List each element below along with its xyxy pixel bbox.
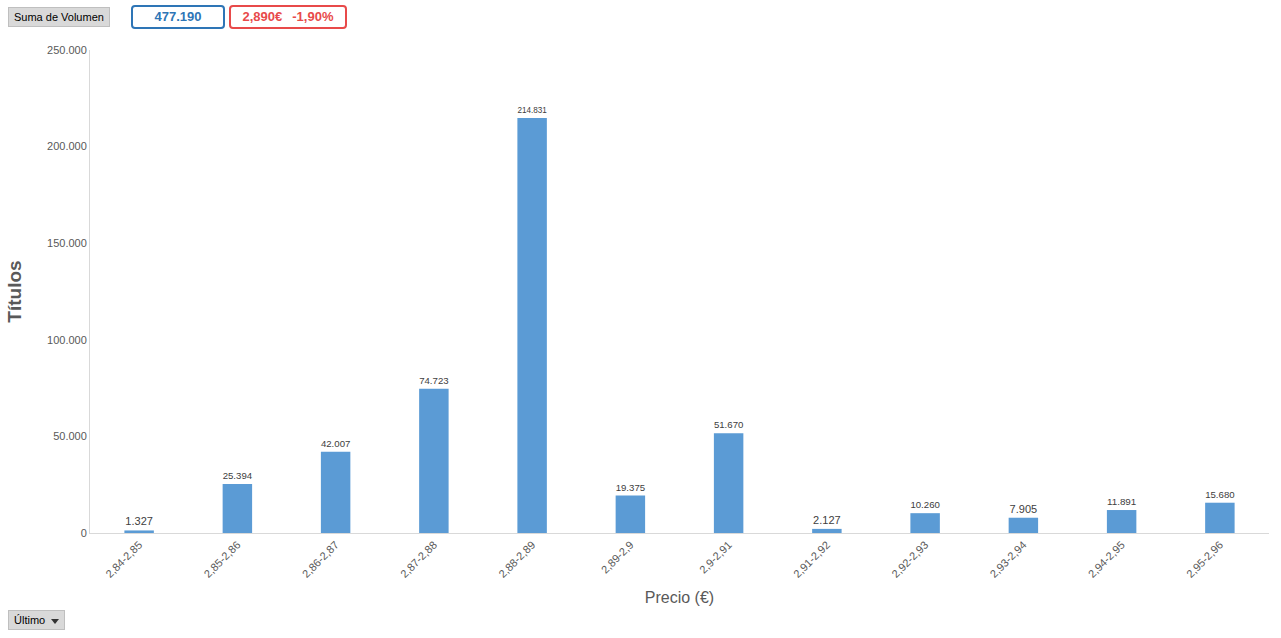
svg-text:2,9-2,91: 2,9-2,91 — [697, 539, 734, 576]
svg-text:2,95-2,96: 2,95-2,96 — [1184, 539, 1225, 580]
html-text:Último: Último — [14, 614, 46, 626]
svg-text:11.891: 11.891 — [1107, 496, 1136, 507]
svg-text:200.000: 200.000 — [47, 140, 87, 152]
svg-text:2,86-2,87: 2,86-2,87 — [300, 539, 341, 580]
svg-text:250.000: 250.000 — [47, 44, 87, 56]
svg-text:100.000: 100.000 — [47, 334, 87, 346]
svg-text:10.260: 10.260 — [910, 499, 939, 510]
svg-text:Títulos: Títulos — [4, 260, 25, 322]
html-text:2,890€: 2,890€ — [242, 9, 283, 24]
svg-text:7.905: 7.905 — [1010, 503, 1038, 515]
svg-text:19.375: 19.375 — [616, 482, 645, 493]
svg-text:150.000: 150.000 — [47, 237, 87, 249]
svg-text:74.723: 74.723 — [419, 375, 448, 386]
html-text:Suma de Volumen: Suma de Volumen — [14, 11, 104, 23]
svg-text:51.670: 51.670 — [714, 419, 743, 430]
svg-text:25.394: 25.394 — [223, 470, 253, 481]
svg-text:2.127: 2.127 — [813, 514, 841, 526]
svg-text:214.831: 214.831 — [517, 106, 547, 115]
svg-text:2,93-2,94: 2,93-2,94 — [987, 539, 1028, 580]
svg-text:2,89-2,9: 2,89-2,9 — [599, 539, 636, 576]
svg-text:50.000: 50.000 — [53, 430, 87, 442]
svg-text:2,85-2,86: 2,85-2,86 — [201, 539, 242, 580]
svg-text:2,88-2,89: 2,88-2,89 — [496, 539, 537, 580]
svg-text:15.680: 15.680 — [1205, 489, 1234, 500]
html-text:477.190: 477.190 — [154, 9, 202, 24]
svg-text:2,92-2,93: 2,92-2,93 — [889, 539, 930, 580]
svg-text:Precio (€): Precio (€) — [645, 589, 714, 606]
svg-text:2,84-2,85: 2,84-2,85 — [103, 539, 144, 580]
svg-text:0: 0 — [81, 527, 87, 539]
svg-text:2,94-2,95: 2,94-2,95 — [1086, 539, 1127, 580]
svg-text:2,87-2,88: 2,87-2,88 — [398, 539, 439, 580]
svg-text:1.327: 1.327 — [125, 515, 153, 527]
html-text:-1,90%: -1,90% — [292, 9, 334, 24]
svg-text:2,91-2,92: 2,91-2,92 — [791, 539, 832, 580]
svg-text:42.007: 42.007 — [321, 438, 350, 449]
